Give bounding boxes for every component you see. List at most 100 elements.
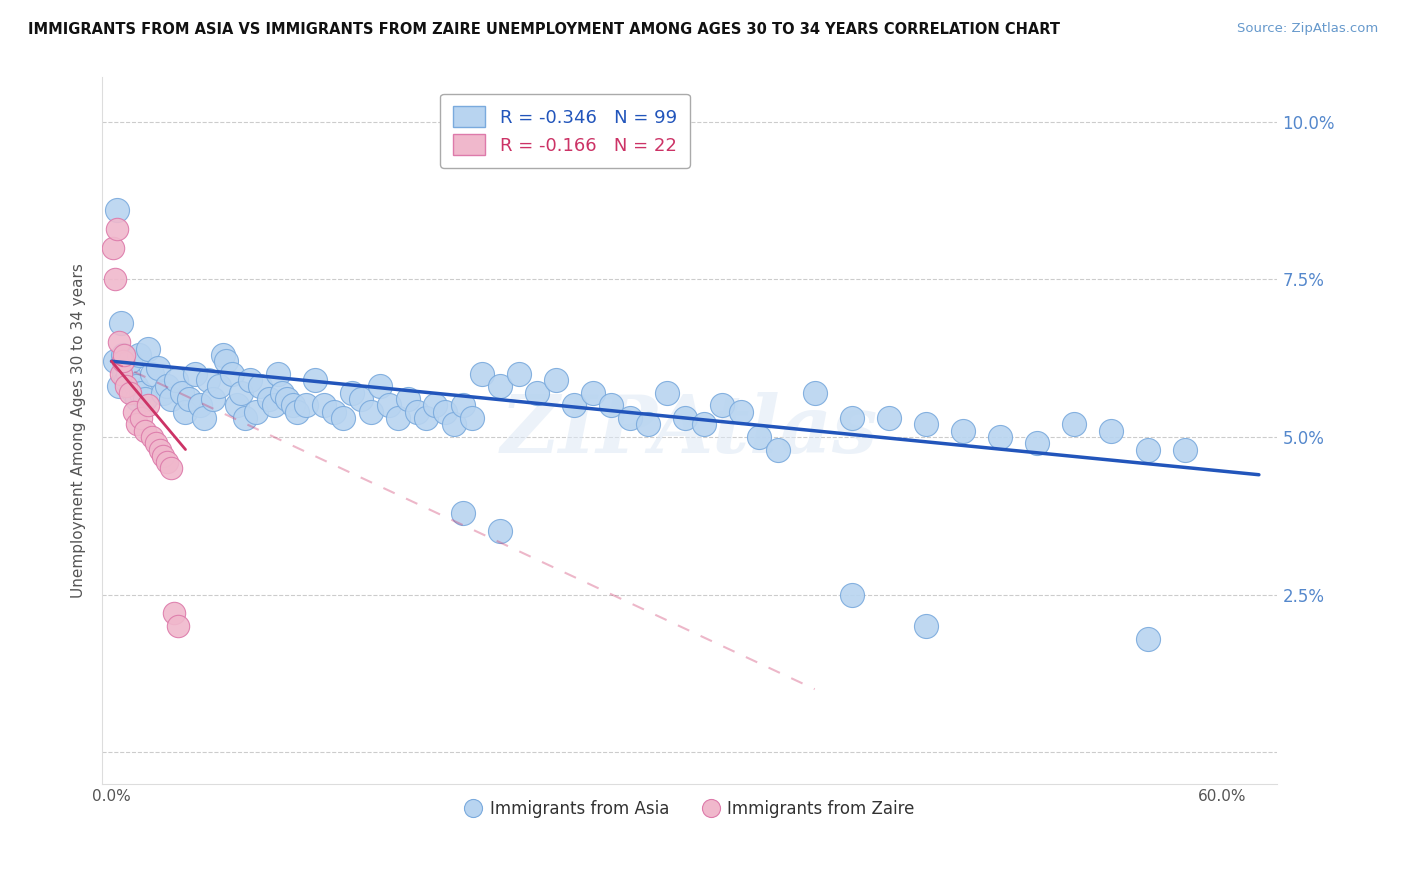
Point: [730, 405, 752, 419]
Point: [159, 461, 181, 475]
Point: [202, 392, 225, 406]
Point: [108, 335, 131, 350]
Point: [118, 354, 141, 368]
Point: [378, 398, 401, 412]
Point: [443, 417, 465, 432]
Point: [914, 417, 936, 432]
Point: [122, 385, 145, 400]
Point: [184, 367, 207, 381]
Point: [221, 367, 243, 381]
Point: [108, 379, 131, 393]
Point: [1025, 436, 1047, 450]
Point: [141, 367, 163, 381]
Point: [111, 354, 134, 368]
Point: [149, 442, 172, 457]
Point: [215, 354, 238, 368]
Point: [159, 392, 181, 406]
Point: [170, 385, 193, 400]
Point: [117, 367, 139, 381]
Point: [103, 241, 125, 255]
Point: [582, 385, 605, 400]
Point: [544, 373, 567, 387]
Point: [249, 379, 271, 393]
Text: Source: ZipAtlas.com: Source: ZipAtlas.com: [1237, 22, 1378, 36]
Point: [692, 417, 714, 432]
Text: IMMIGRANTS FROM ASIA VS IMMIGRANTS FROM ZAIRE UNEMPLOYMENT AMONG AGES 30 TO 34 Y: IMMIGRANTS FROM ASIA VS IMMIGRANTS FROM …: [28, 22, 1060, 37]
Point: [129, 411, 152, 425]
Point: [952, 424, 974, 438]
Point: [1136, 632, 1159, 646]
Point: [350, 392, 373, 406]
Point: [451, 506, 474, 520]
Point: [112, 348, 135, 362]
Point: [461, 411, 484, 425]
Point: [110, 317, 132, 331]
Point: [152, 385, 174, 400]
Point: [332, 411, 354, 425]
Point: [600, 398, 623, 412]
Point: [322, 405, 344, 419]
Point: [489, 524, 512, 539]
Point: [387, 411, 409, 425]
Point: [711, 398, 734, 412]
Point: [152, 449, 174, 463]
Point: [508, 367, 530, 381]
Point: [360, 405, 382, 419]
Point: [285, 405, 308, 419]
Point: [138, 398, 160, 412]
Point: [270, 385, 292, 400]
Point: [526, 385, 548, 400]
Legend: Immigrants from Asia, Immigrants from Zaire: Immigrants from Asia, Immigrants from Za…: [458, 794, 921, 825]
Point: [314, 398, 336, 412]
Point: [211, 348, 233, 362]
Point: [988, 430, 1011, 444]
Point: [471, 367, 494, 381]
Point: [396, 392, 419, 406]
Point: [263, 398, 285, 412]
Point: [803, 385, 825, 400]
Point: [111, 348, 134, 362]
Point: [368, 379, 391, 393]
Point: [156, 379, 179, 393]
Point: [118, 385, 141, 400]
Point: [748, 430, 770, 444]
Point: [433, 405, 456, 419]
Point: [229, 385, 252, 400]
Point: [451, 398, 474, 412]
Point: [122, 405, 145, 419]
Point: [104, 354, 127, 368]
Point: [562, 398, 585, 412]
Point: [115, 379, 138, 393]
Point: [163, 607, 186, 621]
Point: [208, 379, 231, 393]
Point: [304, 373, 326, 387]
Point: [188, 398, 211, 412]
Point: [105, 221, 128, 235]
Point: [245, 405, 267, 419]
Point: [127, 392, 149, 406]
Point: [425, 398, 447, 412]
Point: [877, 411, 900, 425]
Point: [179, 392, 201, 406]
Point: [267, 367, 290, 381]
Point: [134, 424, 156, 438]
Point: [156, 455, 179, 469]
Point: [105, 202, 128, 217]
Point: [115, 373, 138, 387]
Point: [174, 405, 197, 419]
Point: [415, 411, 437, 425]
Point: [405, 405, 427, 419]
Point: [110, 367, 132, 381]
Point: [124, 379, 146, 393]
Point: [138, 342, 160, 356]
Point: [141, 430, 163, 444]
Point: [226, 398, 249, 412]
Point: [1174, 442, 1197, 457]
Point: [841, 588, 863, 602]
Point: [129, 385, 152, 400]
Y-axis label: Unemployment Among Ages 30 to 34 years: Unemployment Among Ages 30 to 34 years: [72, 263, 86, 598]
Point: [1099, 424, 1122, 438]
Point: [673, 411, 696, 425]
Point: [637, 417, 659, 432]
Point: [841, 411, 863, 425]
